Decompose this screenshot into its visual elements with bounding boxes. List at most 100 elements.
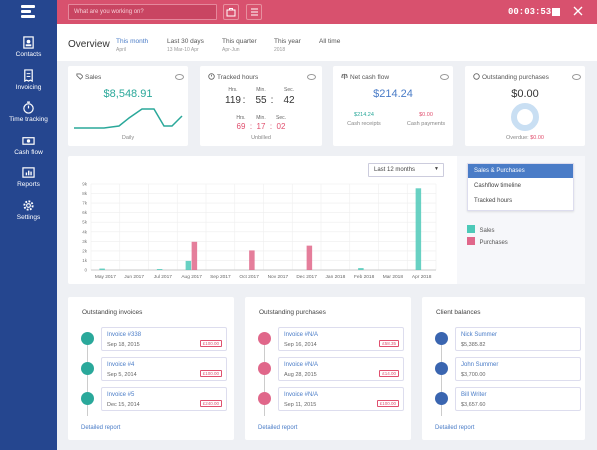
item-subtitle: Sep 5, 2014 <box>107 372 137 378</box>
item-title[interactable]: Invoice #338 <box>107 332 142 338</box>
item-title[interactable]: Invoice #N/A <box>284 332 319 338</box>
sidebar-item-label: Contacts <box>15 51 42 58</box>
sidebar-item-time-tracking[interactable]: Time tracking <box>0 101 57 123</box>
outstanding-purchases-panel: Outstanding purchases Invoice #N/A Sep 16… <box>245 297 411 440</box>
project-button[interactable] <box>223 4 239 20</box>
sales-value: $8,548.91 <box>103 88 153 100</box>
tab-all-time[interactable]: All time <box>319 38 341 45</box>
net-cash-flow-card[interactable]: Net cash flow $214.24 $214.24 Cash recei… <box>333 66 453 146</box>
item-title[interactable]: Invoice #N/A <box>284 362 319 368</box>
briefcase-icon <box>226 8 236 17</box>
chart-panel: Last 12 months ▼ 0 1k 2k 3k 4k 5k 6k 7k 8k 9k May 2… <box>68 156 585 284</box>
sidebar-item-contacts[interactable]: Contacts <box>0 36 57 58</box>
overdue-value: $0.00 <box>530 135 544 141</box>
sales-sparkline <box>74 108 183 129</box>
outstanding-invoices-panel: Outstanding invoices Invoice #338 Sep 18,… <box>68 297 234 440</box>
list-item[interactable]: Bill Writer $3,657.60 <box>455 387 581 411</box>
app-logo[interactable] <box>21 5 35 19</box>
item-title[interactable]: John Summer <box>461 362 499 368</box>
list-item[interactable]: John Summer $3,700.00 <box>455 357 581 381</box>
invoice-icon <box>81 332 94 345</box>
detailed-report-link[interactable]: Detailed report <box>435 425 475 431</box>
cash-flow-icon <box>22 137 35 145</box>
bar-purchases <box>191 241 198 270</box>
item-title[interactable]: Invoice #4 <box>107 362 135 368</box>
cart-icon <box>258 362 271 375</box>
item-subtitle: Sep 11, 2015 <box>284 402 317 408</box>
y-tick-label: 9k <box>82 182 88 187</box>
outstanding-purchases-card[interactable]: Outstanding purchases $0.00 Overdue: $0.… <box>465 66 585 146</box>
item-subtitle: Sep 16, 2014 <box>284 342 317 348</box>
visibility-toggle-icon[interactable] <box>440 74 449 80</box>
amount-badge: £58.35 <box>379 340 399 347</box>
x-tick-label: Nov 2017 <box>268 274 289 280</box>
invoice-icon <box>81 362 94 375</box>
item-title[interactable]: Invoice #N/A <box>284 392 319 398</box>
item-title[interactable]: Nick Summer <box>461 332 498 338</box>
cash-payments-label: Cash payments <box>406 121 446 127</box>
sidebar-item-reports[interactable]: Reports <box>0 166 57 188</box>
item-subtitle: Dec 15, 2014 <box>107 402 140 408</box>
top-bar: What are you working on? 00:03:53 <box>57 0 597 24</box>
sidebar-item-cash-flow[interactable]: Cash flow <box>0 134 57 156</box>
unbilled-minutes: 17 <box>256 122 266 131</box>
item-title[interactable]: Invoice #5 <box>107 392 135 398</box>
period-dropdown[interactable]: Last 12 months ▼ <box>368 163 444 177</box>
sidebar-item-label: Cash flow <box>14 149 43 156</box>
card-title: Tracked hours <box>208 73 258 81</box>
search-input[interactable]: What are you working on? <box>68 4 217 20</box>
visibility-toggle-icon[interactable] <box>572 74 581 80</box>
reports-icon <box>22 167 35 178</box>
x-tick-label: May 2017 <box>95 274 116 280</box>
x-tick-label: Jul 2017 <box>154 274 172 280</box>
list-item[interactable]: Invoice #5 Dec 15, 2014 £240.00 <box>101 387 227 411</box>
list-item[interactable]: Invoice #N/A Aug 28, 2015 £14.00 <box>278 357 404 381</box>
bar-purchases <box>249 250 255 270</box>
sales-purchases-chart: 0 1k 2k 3k 4k 5k 6k 7k 8k 9k May 2017 Jun 2017 Jul 2… <box>82 182 437 280</box>
tab-this-month[interactable]: This month April <box>116 38 149 53</box>
close-icon[interactable] <box>572 5 584 17</box>
bar-sales <box>185 260 192 270</box>
panel-title: Outstanding invoices <box>82 309 143 316</box>
panel-title: Client balances <box>436 309 481 316</box>
hours-label: Hrs. <box>228 87 238 93</box>
legend-swatch <box>467 225 475 233</box>
gear-icon <box>23 200 34 211</box>
entries-list-button[interactable] <box>246 4 262 20</box>
card-title: Sales <box>76 73 101 81</box>
minutes-value: 55 <box>255 95 267 106</box>
detailed-report-link[interactable]: Detailed report <box>258 425 298 431</box>
sales-card[interactable]: Sales $8,548.91 Daily <box>68 66 188 146</box>
tab-last-30-days[interactable]: Last 30 days 13 Mar-10 Apr <box>167 38 204 53</box>
tab-this-year[interactable]: This year 2018 <box>274 38 301 53</box>
item-title[interactable]: Bill Writer <box>461 392 487 398</box>
y-tick-label: 2k <box>82 248 88 253</box>
tracked-hours-card[interactable]: Tracked hours Hrs. Min. Sec. 119 : 55 : … <box>200 66 322 146</box>
item-subtitle: $3,700.00 <box>461 372 486 378</box>
chart-side-panel: Sales & Purchases Cashflow timeline Trac… <box>457 156 585 284</box>
list-item[interactable]: Invoice #N/A Sep 16, 2014 £58.35 <box>278 327 404 351</box>
y-tick-label: 5k <box>82 220 88 225</box>
outstanding-purchases-value: $0.00 <box>511 88 539 100</box>
detailed-report-link[interactable]: Detailed report <box>81 425 121 431</box>
menu-item-sales-purchases[interactable]: Sales & Purchases <box>468 164 573 178</box>
list-item[interactable]: Invoice #338 Sep 18, 2015 £100.00 <box>101 327 227 351</box>
x-tick-label: Jun 2017 <box>124 274 144 280</box>
x-tick-label: Feb 2018 <box>354 274 375 280</box>
stop-button[interactable] <box>552 8 560 16</box>
list-item[interactable]: Nick Summer $5,385.82 <box>455 327 581 351</box>
x-tick-label: Oct 2017 <box>239 274 259 280</box>
sidebar-item-settings[interactable]: Settings <box>0 199 57 221</box>
tab-this-quarter[interactable]: This quarter Apr-Jun <box>222 38 257 53</box>
menu-item-tracked-hours[interactable]: Tracked hours <box>474 198 513 204</box>
visibility-toggle-icon[interactable] <box>307 74 316 80</box>
sidebar-item-invoicing[interactable]: Invoicing <box>0 69 57 91</box>
list-item[interactable]: Invoice #N/A Sep 11, 2015 £100.00 <box>278 387 404 411</box>
y-tick-label: 6k <box>82 210 88 215</box>
sidebar-item-label: Settings <box>16 214 41 221</box>
visibility-toggle-icon[interactable] <box>175 74 184 80</box>
list-item[interactable]: Invoice #4 Sep 5, 2014 £100.00 <box>101 357 227 381</box>
amount-badge: £240.00 <box>199 400 222 407</box>
item-subtitle: Aug 28, 2015 <box>284 372 317 378</box>
menu-item-cashflow-timeline[interactable]: Cashflow timeline <box>474 183 522 189</box>
